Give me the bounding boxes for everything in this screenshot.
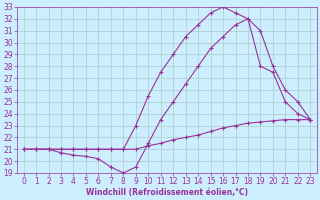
X-axis label: Windchill (Refroidissement éolien,°C): Windchill (Refroidissement éolien,°C) — [86, 188, 248, 197]
